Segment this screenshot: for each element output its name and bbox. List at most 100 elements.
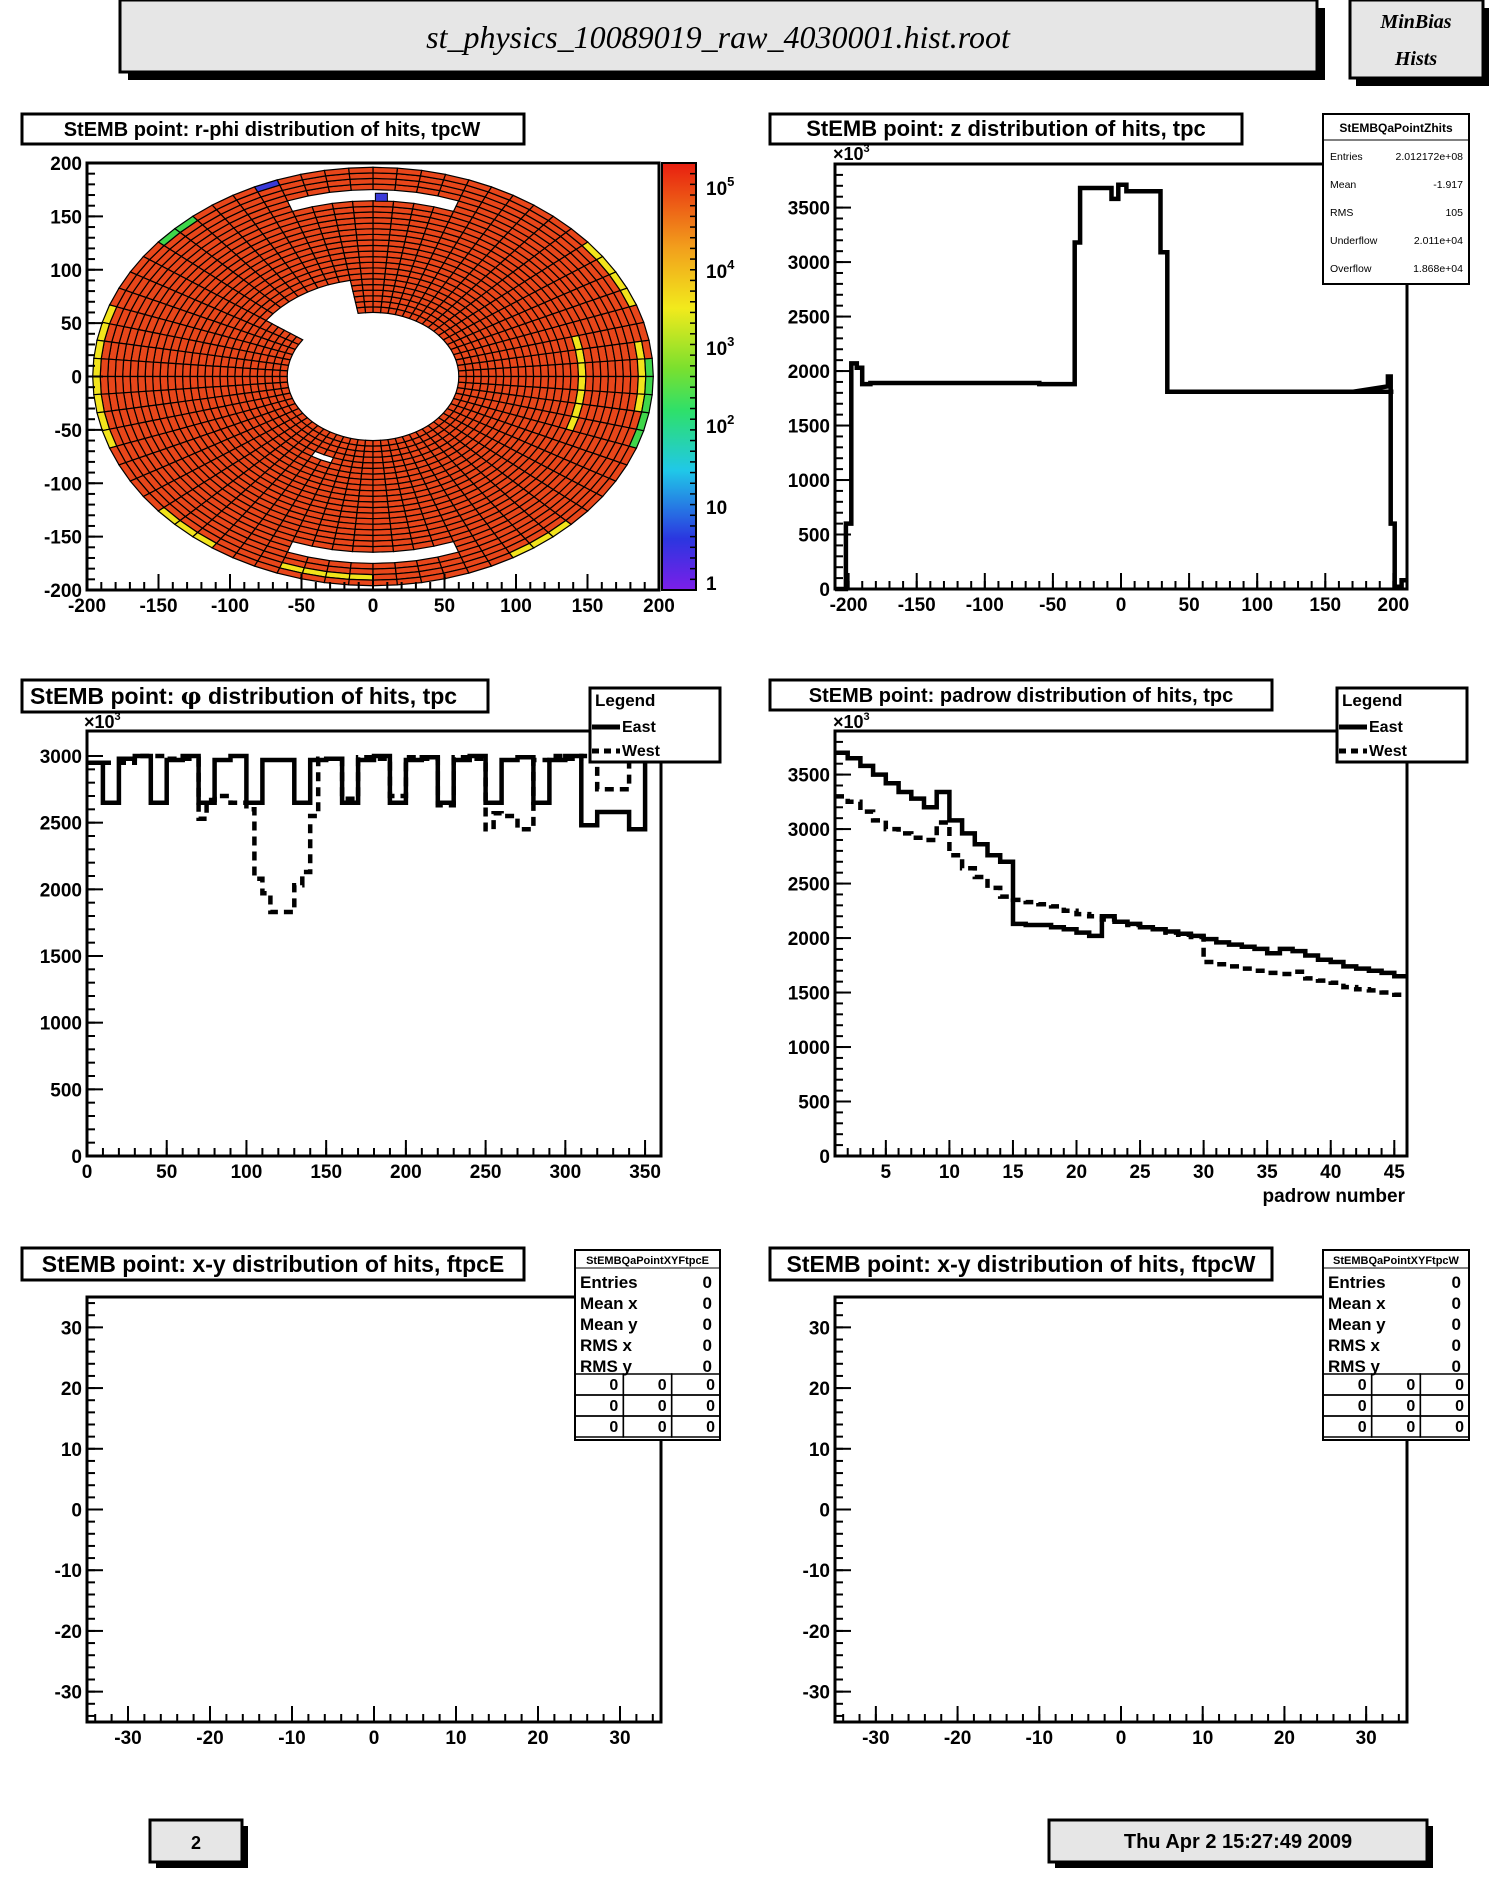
x-tick-label: 0 — [1116, 595, 1127, 616]
x-tick-label: 10 — [939, 1162, 960, 1183]
stats-grid-cell: 0 — [609, 1419, 618, 1436]
heatmap-cell — [502, 375, 512, 387]
heatmap-cell — [372, 445, 383, 453]
heatmap-cell — [392, 543, 415, 553]
y-multiplier: ×103 — [84, 711, 121, 732]
x-tick-label: 20 — [1066, 1162, 1087, 1183]
stats-label: Overflow — [1330, 263, 1372, 275]
title-box — [20, 112, 526, 146]
heatmap-cell — [234, 375, 244, 387]
heatmap-cell — [364, 306, 374, 314]
palette-label: 104 — [706, 257, 735, 283]
heatmap-cell — [644, 357, 654, 378]
stats-label: Mean x — [580, 1294, 638, 1313]
series-lines — [835, 182, 1407, 592]
y-tick-label: 2500 — [788, 875, 830, 896]
legend-entry-east: East — [622, 719, 656, 736]
stats-box: StEMBQaPointXYFtpcE Entries 0 Mean x 0 Mean y… — [574, 1249, 721, 1441]
heatmap-cell — [347, 578, 374, 587]
heatmap-cell — [347, 166, 374, 175]
heatmap-cell — [539, 364, 550, 378]
footer: 2 Thu Apr 2 15:27:49 2009 — [148, 1818, 1433, 1868]
heatmap-cell — [249, 375, 259, 386]
x-tick-label: -100 — [211, 596, 249, 617]
heatmap-cell — [363, 445, 374, 453]
title-box — [768, 678, 1274, 712]
heatmap-cell — [372, 300, 383, 308]
series-line-east — [835, 750, 1407, 979]
series-lines — [835, 750, 1407, 997]
heatmap-cell — [241, 375, 251, 386]
y-tick-label: -50 — [55, 421, 82, 442]
x-tick-label: 100 — [500, 596, 532, 617]
stats-grid-cell: 0 — [1455, 1398, 1464, 1415]
y-tick-label: 3000 — [40, 747, 82, 768]
heatmap-cell — [264, 368, 274, 378]
x-tick-label: 30 — [609, 1728, 630, 1749]
heatmap-cell — [547, 363, 557, 378]
heatmap-cell — [211, 365, 222, 378]
heatmap-cell — [362, 450, 374, 458]
heatmap-cell — [487, 367, 497, 378]
palette-label: 103 — [706, 334, 734, 360]
series-line-east — [87, 753, 653, 832]
stats-value: -1.917 — [1433, 179, 1463, 191]
heatmap-cell — [196, 364, 207, 378]
axes: -30 -20 -10 0 10 20 30 30 20 10 0 -10 -20 -30 — [803, 1302, 1400, 1749]
y-multiplier: ×103 — [833, 143, 870, 164]
y-tick-label: -150 — [44, 528, 82, 549]
rphi-heatmap — [92, 166, 654, 587]
header: st_physics_10089019_raw_4030001.hist.roo… — [118, 0, 1489, 86]
stats-grid-cell: 0 — [1406, 1419, 1415, 1436]
heatmap-cell — [211, 375, 222, 388]
plot-frame — [833, 162, 1409, 591]
stats-box: StEMBQaPointZhits Entries 2.012172e+08 Mea… — [1322, 113, 1470, 285]
y-tick-label: 20 — [61, 1379, 82, 1400]
x-tick-label: 300 — [549, 1162, 581, 1183]
y-tick-label: 0 — [71, 368, 82, 389]
stats-grid-cell: 0 — [1358, 1377, 1367, 1394]
heatmap-cell — [524, 365, 535, 378]
stats-grid-cell: 0 — [1358, 1398, 1367, 1415]
heatmap-cell — [219, 375, 229, 388]
heatmap-cell — [256, 375, 266, 385]
heatmap-cell — [196, 375, 207, 389]
x-tick-label: 200 — [1378, 595, 1410, 616]
y-tick-label: 50 — [61, 314, 82, 335]
y-tick-label: -200 — [44, 581, 82, 602]
heatmap-cell — [364, 439, 374, 447]
stats-value: 0 — [1452, 1336, 1461, 1355]
heatmap-cell — [264, 375, 274, 385]
x-tick-label: 0 — [368, 596, 379, 617]
heatmap-cell — [372, 289, 384, 297]
stats-label: Mean x — [1328, 1294, 1386, 1313]
stats-value: 0 — [703, 1336, 712, 1355]
stats-value: 0 — [1452, 1315, 1461, 1334]
y-tick-label: 3000 — [788, 820, 830, 841]
heatmap-cell — [495, 367, 505, 378]
stats-value: 2.011e+04 — [1414, 235, 1463, 247]
stats-value: 0 — [703, 1357, 712, 1376]
stats-value: 105 — [1445, 207, 1463, 219]
stats-value: 0 — [703, 1294, 712, 1313]
heatmap-cell — [92, 357, 102, 378]
x-tick-label: 150 — [1309, 595, 1341, 616]
heatmap-cell — [234, 366, 244, 378]
heatmap-cell — [372, 439, 382, 447]
x-tick-label: -30 — [862, 1728, 889, 1749]
stats-value: 2.012172e+08 — [1396, 151, 1464, 163]
stats-label: Underflow — [1330, 235, 1378, 247]
plot-frame — [833, 1295, 1409, 1724]
title-box — [20, 678, 490, 714]
palette-label: 1 — [706, 574, 717, 595]
x-tick-label: 200 — [643, 596, 675, 617]
chart-title: StEMB point: z distribution of hits, tpc — [806, 116, 1206, 141]
stats-label: RMS x — [1328, 1336, 1381, 1355]
heatmap-cell — [372, 295, 384, 303]
heatmap-cell — [392, 200, 415, 210]
heatmap-cell — [487, 375, 497, 386]
x-tick-label: -10 — [1026, 1728, 1053, 1749]
y-tick-label: 1000 — [788, 1038, 830, 1059]
stats-value: 0 — [703, 1273, 712, 1292]
